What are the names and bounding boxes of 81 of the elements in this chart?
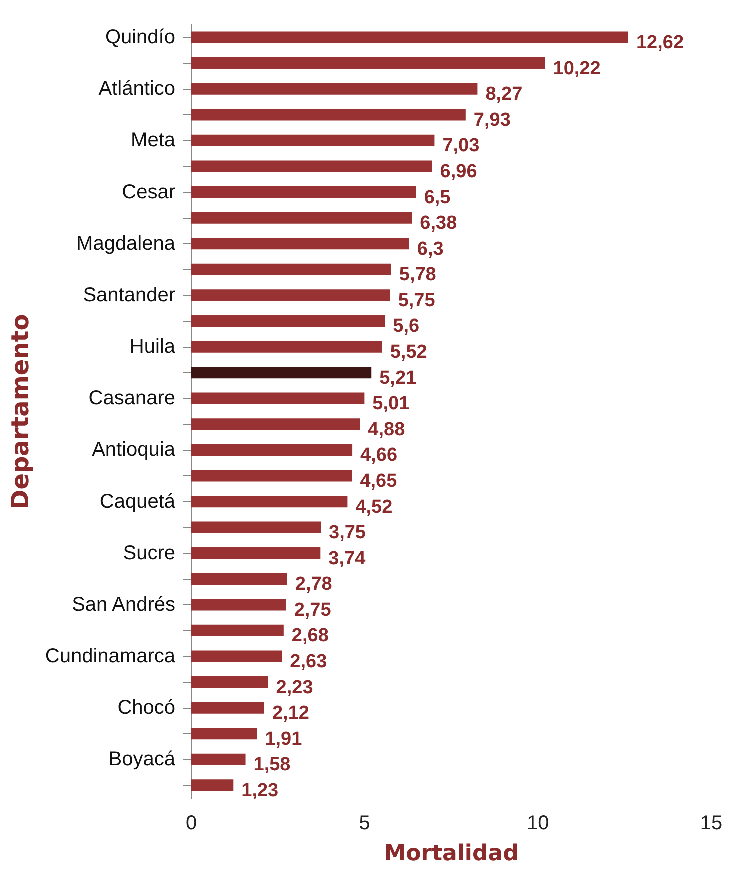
- bar: [191, 444, 353, 456]
- data-label: 2,78: [295, 574, 332, 596]
- y-tick-label: San Andrés: [72, 594, 176, 616]
- y-tick-label: Cesar: [122, 181, 176, 204]
- bar: [191, 341, 382, 353]
- x-tick-label: 5: [359, 812, 370, 834]
- bar: [191, 238, 410, 250]
- bar: [191, 212, 412, 224]
- bar: [191, 134, 435, 147]
- y-tick-label: Quindío: [105, 26, 176, 49]
- bar: [191, 573, 288, 585]
- y-tick-label: Atlántico: [98, 78, 176, 100]
- bar: [191, 290, 390, 302]
- bar: [191, 754, 246, 766]
- data-label: 4,66: [360, 445, 398, 466]
- x-tick-label: 0: [186, 812, 198, 834]
- y-tick-label: Huila: [130, 336, 176, 358]
- data-label: 1,23: [242, 780, 279, 802]
- bar: [191, 83, 478, 95]
- bar: [191, 367, 372, 379]
- data-label: 2,68: [292, 626, 329, 647]
- data-label: 5,78: [399, 264, 436, 286]
- data-label: 10,22: [553, 58, 601, 80]
- data-label: 4,65: [360, 470, 398, 492]
- data-label: 12,62: [636, 32, 684, 54]
- bar: [191, 676, 268, 688]
- bar: [191, 780, 234, 792]
- data-label: 5,01: [372, 394, 410, 415]
- bar: [191, 702, 264, 714]
- data-label: 4,88: [368, 419, 406, 440]
- y-tick-label: Casanare: [88, 388, 176, 410]
- bar: [191, 548, 321, 560]
- data-label: 4,52: [356, 496, 393, 518]
- bar: [191, 496, 348, 508]
- data-label: 5,52: [390, 342, 428, 364]
- bar: [191, 418, 360, 430]
- data-label: 5,75: [398, 290, 436, 312]
- bar: [191, 599, 286, 611]
- data-label: 5,6: [393, 316, 420, 338]
- data-label: 6,38: [420, 213, 458, 234]
- data-label: 5,21: [380, 368, 418, 389]
- data-label: 3,74: [328, 548, 366, 570]
- data-label: 2,75: [294, 600, 332, 621]
- y-tick-label: Santander: [83, 284, 176, 306]
- y-tick-label: Cundinamarca: [45, 646, 176, 668]
- data-label: 8,27: [486, 84, 523, 106]
- y-tick-label: Caquetá: [100, 490, 176, 513]
- bar: [191, 109, 466, 121]
- y-tick-label: Antioquia: [92, 439, 176, 462]
- data-label: 2,12: [272, 703, 310, 724]
- data-label: 7,03: [442, 136, 480, 157]
- y-tick-label: Meta: [131, 130, 176, 152]
- data-label: 2,63: [290, 652, 328, 673]
- x-tick-label: 10: [527, 812, 550, 834]
- y-tick-label: Chocó: [118, 697, 176, 720]
- bar: [191, 32, 628, 44]
- y-axis-title: Departamento: [6, 314, 34, 510]
- bar: [191, 186, 416, 198]
- data-label: 6,5: [424, 187, 452, 208]
- bar: [191, 315, 386, 328]
- data-label: 2,23: [276, 677, 314, 698]
- bar: [191, 160, 432, 172]
- bar: [191, 650, 282, 662]
- bar: [191, 470, 352, 482]
- x-axis-title: Mortalidad: [384, 842, 519, 866]
- x-tick-label: 15: [700, 812, 723, 834]
- bar: [191, 58, 546, 70]
- data-label: 1,91: [265, 728, 303, 750]
- bar: [191, 624, 284, 637]
- data-label: 6,3: [417, 238, 444, 260]
- y-tick-label: Boyacá: [108, 748, 176, 771]
- data-label: 1,58: [254, 754, 291, 776]
- bar: [191, 264, 392, 276]
- bar: [191, 392, 365, 404]
- data-label: 6,96: [440, 161, 478, 182]
- data-label: 7,93: [474, 110, 511, 131]
- bar: [191, 522, 321, 534]
- data-label: 3,75: [329, 522, 366, 544]
- bar: [191, 728, 258, 740]
- y-tick-label: Magdalena: [76, 232, 176, 255]
- y-tick-label: Sucre: [123, 542, 176, 564]
